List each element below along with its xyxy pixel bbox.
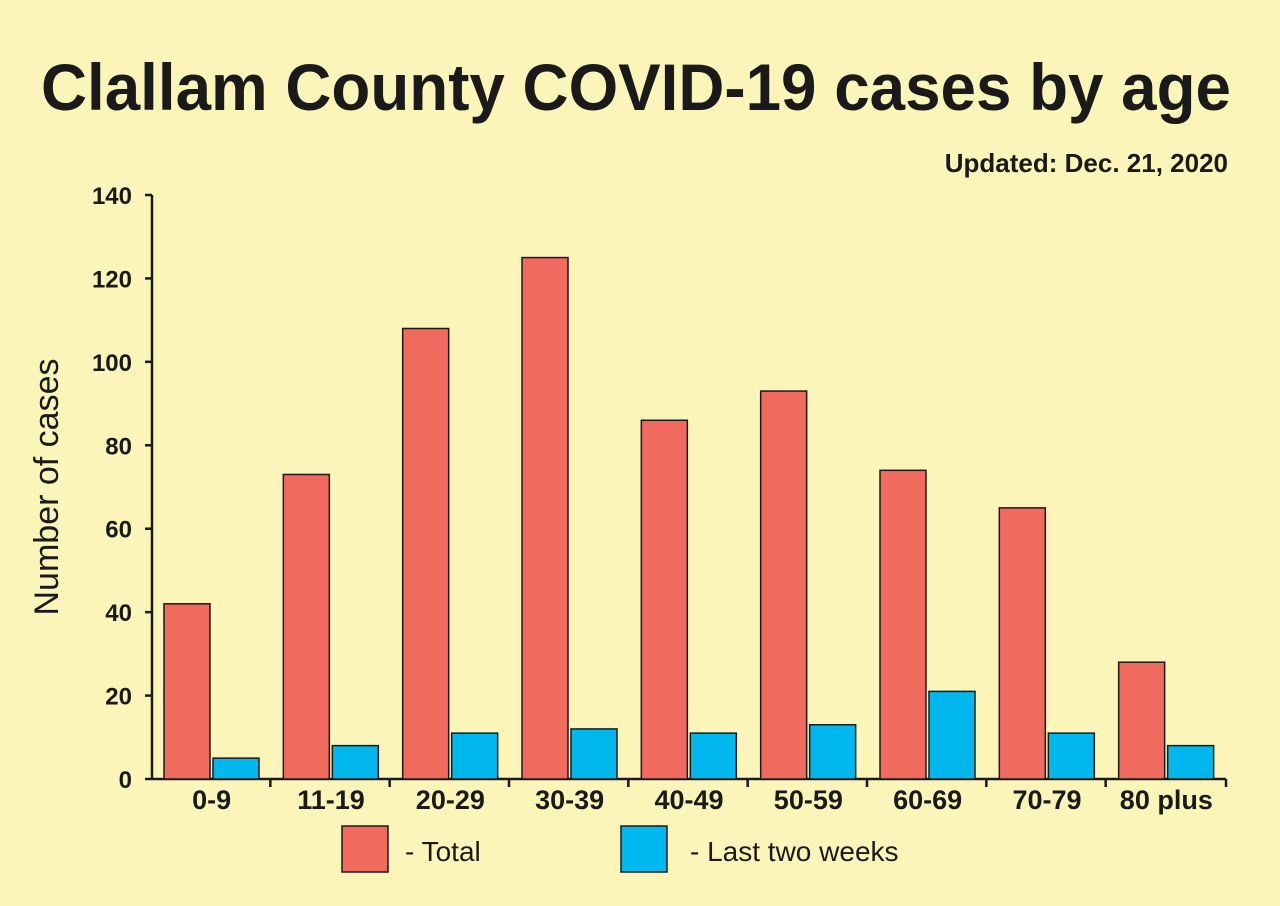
x-tick-label: 50-59 <box>774 785 843 815</box>
y-tick-label: 0 <box>119 767 132 794</box>
legend-swatch-last-two-weeks <box>620 825 668 873</box>
legend-label-last-two-weeks: - Last two weeks <box>690 836 899 867</box>
x-tick-label: 30-39 <box>535 785 604 815</box>
bar-total-30-39 <box>521 256 569 780</box>
x-tick-label: 11-19 <box>297 785 365 815</box>
chart-subtitle: Updated: Dec. 21, 2020 <box>945 148 1228 178</box>
y-axis-label: Number of cases <box>28 359 66 616</box>
bar-total-20-29 <box>401 327 450 780</box>
plot-area: 0 20 40 60 80 100 120 140 0-9 11-19 20-29 30-39 40-4… <box>92 183 1228 815</box>
bar-last-two-weeks-50-59 <box>808 724 857 780</box>
y-tick-label: 60 <box>105 517 132 544</box>
bar-total-80-plus <box>1117 661 1166 780</box>
bar-total-70-79 <box>998 507 1047 780</box>
y-tick-label: 100 <box>92 350 132 377</box>
bar-last-two-weeks-20-29 <box>450 732 499 780</box>
y-tick-label: 40 <box>105 600 132 627</box>
x-tick-label: 20-29 <box>416 785 485 815</box>
legend-swatch-total <box>341 825 389 873</box>
bar-last-two-weeks-30-39 <box>570 728 618 780</box>
x-tick-label: 80 plus <box>1120 785 1213 815</box>
bar-total-50-59 <box>759 390 808 780</box>
y-tick-label: 140 <box>92 183 132 210</box>
bar-last-two-weeks-70-79 <box>1047 732 1096 780</box>
y-tick-label: 80 <box>105 433 132 460</box>
x-tick-label: 60-69 <box>893 785 962 815</box>
bar-last-two-weeks-60-69 <box>928 690 976 780</box>
bar-total-40-49 <box>640 419 689 780</box>
bar-total-0-9 <box>163 603 211 780</box>
bar-last-two-weeks-11-19 <box>331 744 380 780</box>
legend: - Total - Last two weeks <box>341 825 899 873</box>
y-tick-label: 20 <box>105 684 132 711</box>
bar-total-11-19 <box>282 473 331 780</box>
bar-last-two-weeks-40-49 <box>689 732 738 780</box>
bar-last-two-weeks-0-9 <box>212 757 260 780</box>
chart-title: Clallam County COVID-19 cases by age <box>41 50 1231 124</box>
bar-total-60-69 <box>879 469 927 780</box>
x-tick-label: 70-79 <box>1012 785 1081 815</box>
legend-label-total: - Total <box>405 836 481 867</box>
x-tick-label: 0-9 <box>192 785 231 815</box>
bar-last-two-weeks-80-plus <box>1166 744 1215 780</box>
x-tick-label: 40-49 <box>654 785 723 815</box>
y-tick-label: 120 <box>92 266 132 293</box>
